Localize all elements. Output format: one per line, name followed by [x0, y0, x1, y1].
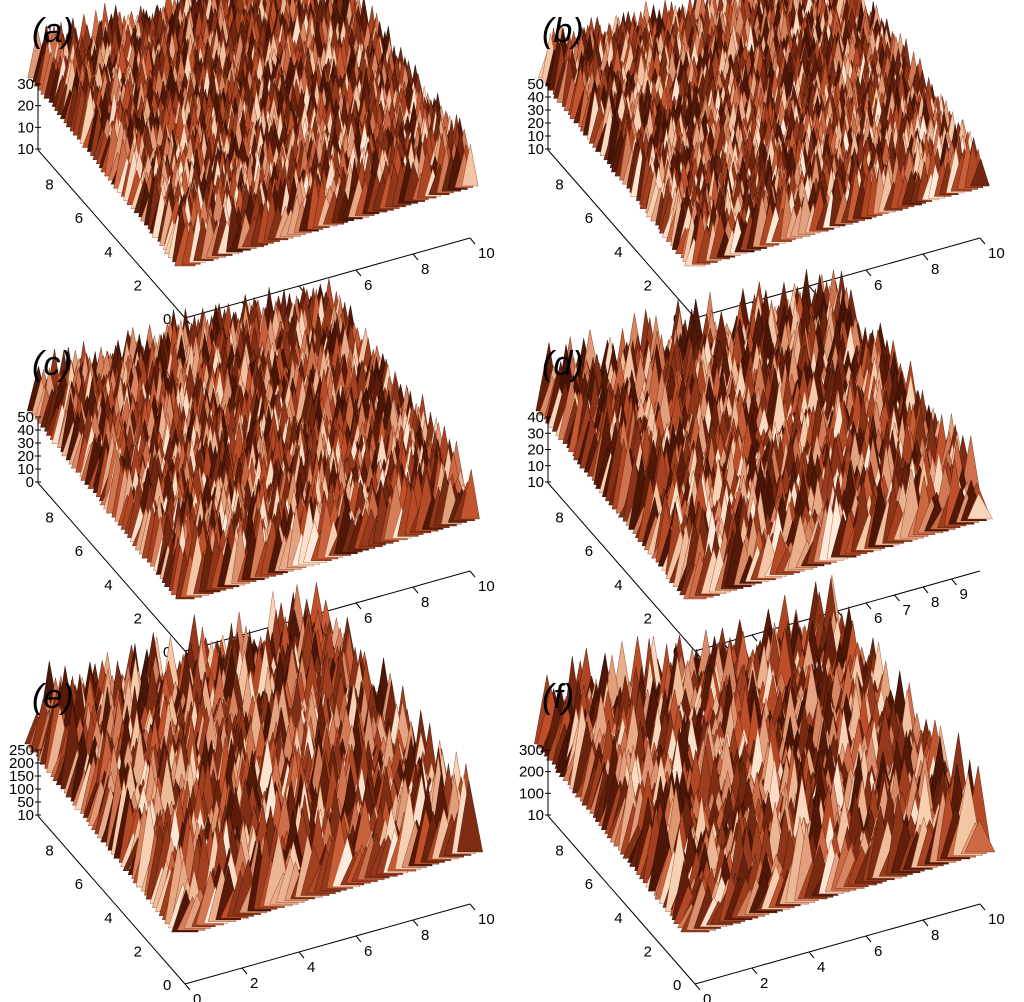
x-tick-mark: [412, 253, 419, 261]
z-tick-label: 40: [527, 89, 544, 106]
y-tick-label: 8: [555, 177, 563, 194]
y-tick-label: 4: [104, 244, 112, 261]
x-axis-line: [184, 237, 471, 319]
surface-panel-c: 02468108642050403020100 (c): [0, 278, 500, 675]
y-tick-label: 2: [644, 277, 652, 294]
surface-plot-b: 024681086420504030201010: [527, 0, 1005, 342]
surface-spike: [461, 144, 479, 187]
x-tick-label: 8: [421, 261, 429, 278]
y-tick-label: 8: [45, 177, 53, 194]
surface-mesh: [538, 0, 990, 267]
z-tick-label: 10: [527, 128, 544, 145]
surface-plot-c: 02468108642050403020100: [17, 278, 495, 675]
z-tick-label: 10: [17, 119, 34, 136]
surface-spike: [970, 158, 990, 187]
y-tick-label: 4: [614, 244, 622, 261]
x-tick-label: 6: [364, 277, 372, 294]
surface-panel-b: 024681086420504030201010 (b): [510, 0, 1010, 342]
x-tick-mark: [808, 285, 815, 293]
x-tick-mark: [469, 237, 476, 245]
z-tick-label: 20: [527, 115, 544, 132]
y-axis-line: [37, 149, 186, 319]
x-tick-mark: [865, 269, 872, 277]
surface-plot-a: 02468108642030201010: [17, 0, 495, 342]
x-tick-mark: [979, 237, 986, 245]
z-tick-label: 30: [17, 76, 34, 93]
z-tick-label: 50: [527, 76, 544, 93]
z-tick-label: 20: [17, 98, 34, 115]
z-tick-label: 30: [527, 102, 544, 119]
x-tick-mark: [355, 269, 362, 277]
z-tick-label: 10: [17, 141, 34, 158]
y-tick-label: 6: [75, 210, 83, 227]
surface-mesh: [27, 0, 479, 267]
surface-mesh: [26, 278, 480, 600]
z-tick-label: 10: [527, 141, 544, 158]
x-tick-label: 8: [931, 261, 939, 278]
x-tick-label: 10: [988, 245, 1005, 262]
x-tick-mark: [922, 253, 929, 261]
panel-label-b: (b): [542, 12, 584, 50]
x-tick-label: 6: [874, 277, 882, 294]
y-axis-line: [547, 149, 696, 319]
y-tick-label: 2: [134, 277, 142, 294]
panel-label-a: (a): [32, 12, 74, 50]
surface-panel-a: 02468108642030201010 (a): [0, 0, 500, 342]
y-tick-label: 0: [163, 311, 171, 328]
x-tick-label: 10: [478, 245, 495, 262]
y-tick-label: 6: [585, 210, 593, 227]
